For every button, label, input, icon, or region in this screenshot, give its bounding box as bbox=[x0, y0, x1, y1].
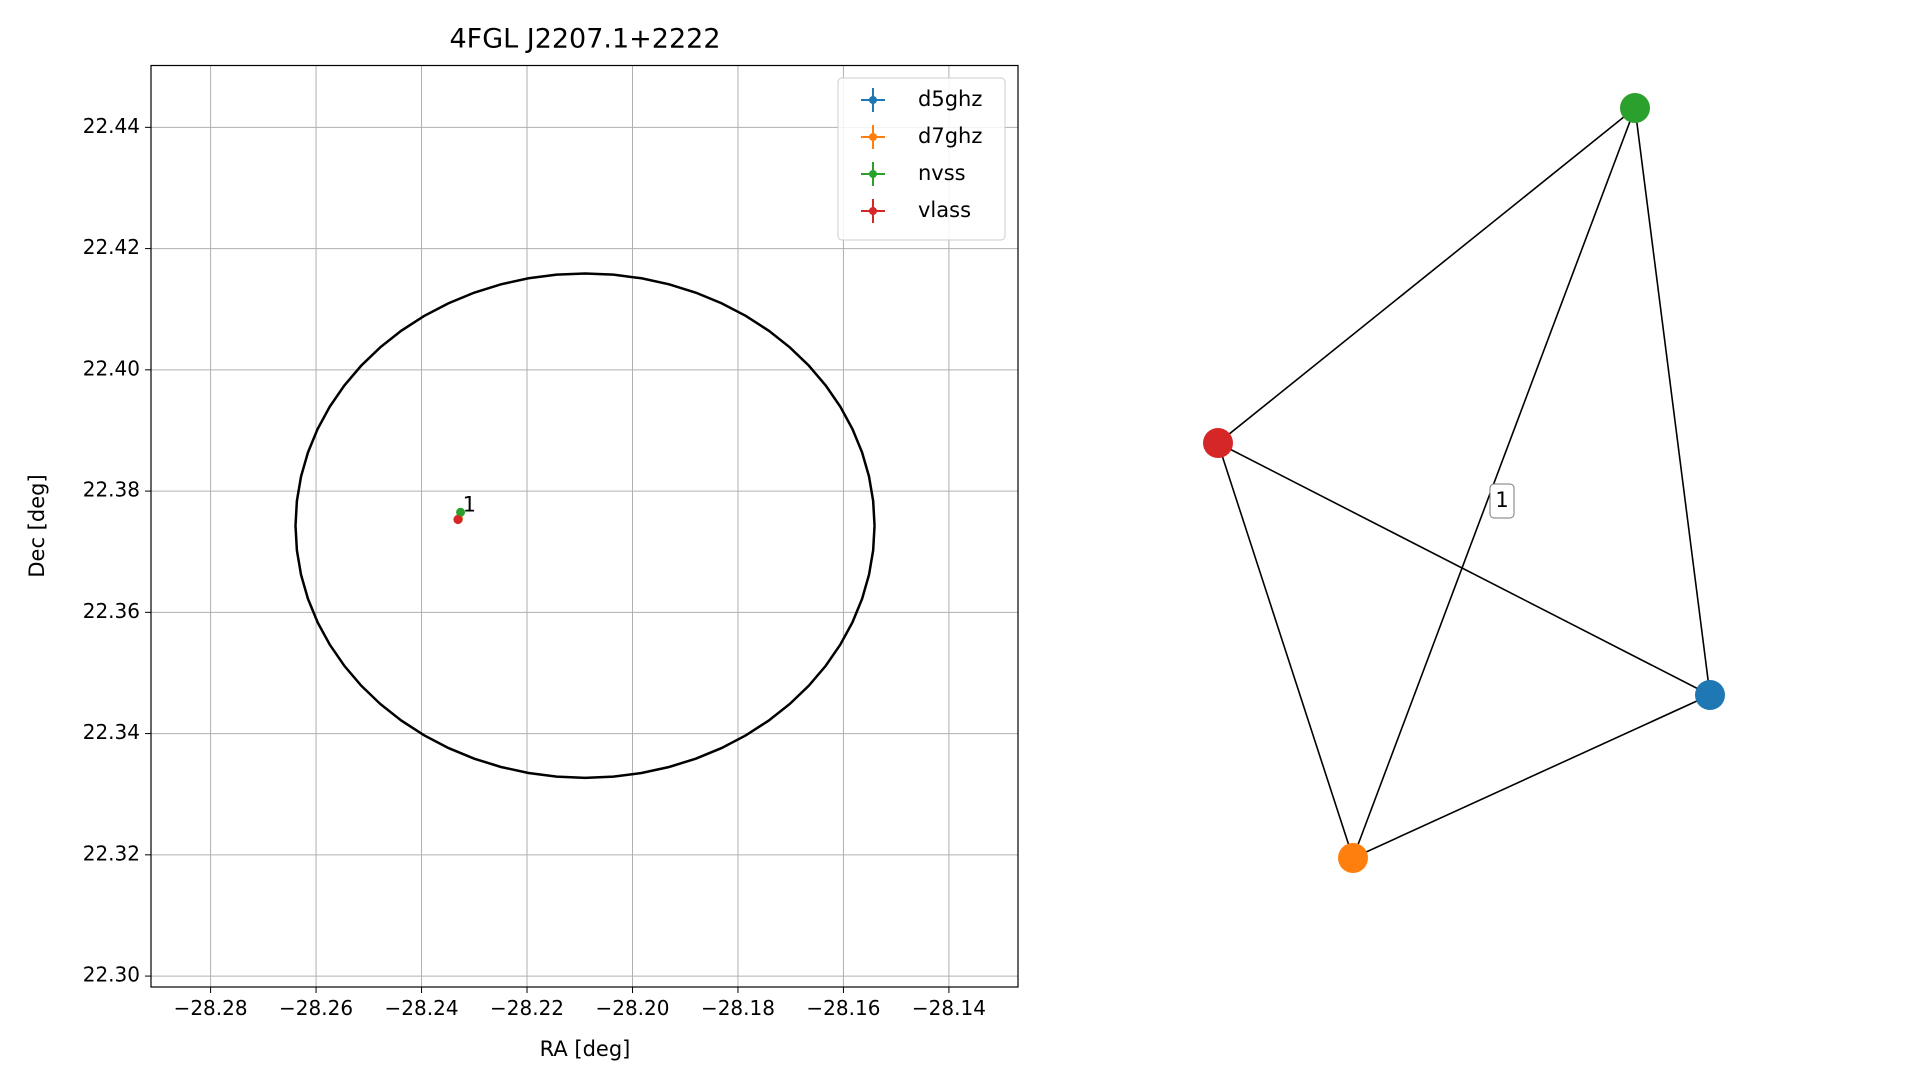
graph-edge bbox=[1352, 694, 1711, 859]
graph-node bbox=[1203, 428, 1233, 458]
x-axis-label: RA [deg] bbox=[540, 1037, 631, 1061]
graph-node bbox=[1338, 843, 1368, 873]
x-tick-label: −28.22 bbox=[490, 996, 564, 1020]
y-tick-label: 22.30 bbox=[83, 963, 140, 987]
y-tick-label: 22.38 bbox=[83, 478, 140, 502]
y-tick-label: 22.42 bbox=[83, 235, 140, 259]
x-tick-label: −28.20 bbox=[595, 996, 669, 1020]
x-tick-label: −28.24 bbox=[385, 996, 459, 1020]
graph-edge bbox=[1634, 107, 1711, 696]
graph-edge bbox=[1217, 107, 1636, 444]
graph-edge bbox=[1217, 442, 1354, 859]
data-point bbox=[453, 515, 463, 525]
x-tick-label: −28.18 bbox=[701, 996, 775, 1020]
graph-edge bbox=[1352, 107, 1636, 859]
annotation: 1 bbox=[463, 493, 476, 517]
legend-marker bbox=[869, 170, 877, 178]
legend-label: d5ghz bbox=[918, 87, 982, 111]
x-tick-label: −28.14 bbox=[912, 996, 986, 1020]
legend-marker bbox=[869, 207, 877, 215]
y-tick-label: 22.32 bbox=[83, 841, 140, 865]
legend-label: nvss bbox=[918, 161, 966, 185]
edge-label-box bbox=[1489, 483, 1515, 519]
x-tick-label: −28.16 bbox=[806, 996, 880, 1020]
graph-edge bbox=[1217, 442, 1711, 696]
x-tick-label: −28.28 bbox=[174, 996, 248, 1020]
edge-label: 1 bbox=[1495, 488, 1508, 512]
ellipse bbox=[294, 272, 876, 780]
data-point bbox=[456, 507, 466, 517]
legend-label: vlass bbox=[918, 198, 971, 222]
y-tick-label: 22.40 bbox=[83, 356, 140, 380]
plot-frame bbox=[150, 64, 1019, 988]
legend-label: d7ghz bbox=[918, 124, 982, 148]
y-tick-label: 22.34 bbox=[83, 720, 140, 744]
chart-title: 4FGL J2207.1+2222 bbox=[449, 24, 720, 55]
y-tick-label: 22.36 bbox=[83, 599, 140, 623]
graph-node bbox=[1620, 93, 1650, 123]
legend-box bbox=[837, 77, 1006, 241]
y-tick-label: 22.44 bbox=[83, 114, 140, 138]
graph-node bbox=[1695, 680, 1725, 710]
legend-marker bbox=[869, 96, 877, 104]
legend-marker bbox=[869, 133, 877, 141]
x-tick-label: −28.26 bbox=[279, 996, 353, 1020]
y-axis-label: Dec [deg] bbox=[25, 474, 49, 577]
